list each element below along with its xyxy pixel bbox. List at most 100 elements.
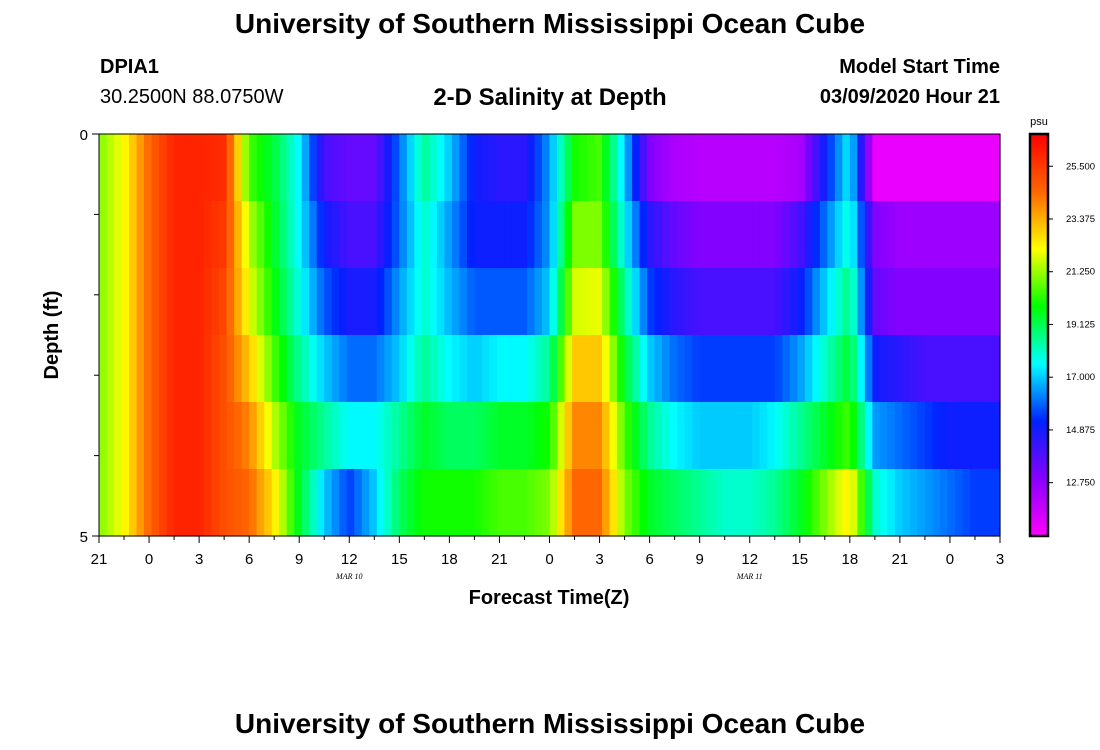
heatmap-cell [767,402,776,470]
heatmap-cell [549,134,558,202]
heatmap-cell [466,402,476,470]
heatmap-cell [211,201,220,269]
heatmap-cell [654,268,663,336]
heatmap-cell [579,134,588,202]
heatmap-cell [519,335,528,403]
heatmap-cell [894,469,903,537]
heatmap-cell [204,469,213,537]
heatmap-cell [369,335,378,403]
heatmap-cell [444,268,453,336]
heatmap-cell [624,268,633,336]
heatmap-cell [459,134,468,202]
heatmap-cell [226,402,235,470]
heatmap-cell [744,402,753,470]
heatmap-cell [992,469,1001,537]
heatmap-cell [294,268,303,336]
heatmap-cell [189,469,198,537]
heatmap-cell [234,268,243,336]
heatmap-cell [316,201,325,269]
heatmap-cell [129,469,138,537]
heatmap-cell [939,402,949,470]
heatmap-cell [369,402,378,470]
heatmap-cell [181,201,190,269]
heatmap-cell [714,469,723,537]
heatmap-cell [969,134,979,202]
heatmap-cell [241,201,250,269]
heatmap-cell [842,268,851,336]
heatmap-cell [181,134,190,202]
heatmap-cell [196,134,205,202]
heatmap-cell [481,469,491,537]
colorbar-bar [1028,132,1050,538]
heatmap-cell [309,268,318,336]
heatmap-cell [797,402,806,470]
heatmap-cell [812,134,821,202]
heatmap-cell [729,402,738,470]
heatmap-cell [669,201,678,269]
heatmap-cell [459,402,468,470]
heatmap-cell [399,134,408,202]
heatmap-cell [827,134,836,202]
heatmap-cell [414,201,423,269]
heatmap-cell [917,335,926,403]
heatmap-cell [662,201,671,269]
heatmap-cell [947,134,956,202]
heatmap-cell [534,402,543,470]
heatmap-cell [954,134,964,202]
heatmap-cell [729,268,738,336]
heatmap-cell [354,201,363,269]
heatmap-cell [887,402,896,470]
heatmap-cell [121,201,130,269]
heatmap-cell [151,335,160,403]
heatmap-cell [662,268,671,336]
heatmap-cell [759,201,768,269]
heatmap-cell [594,201,603,269]
y-axis: 05 [80,127,99,546]
x-tick-label: 3 [996,551,1004,568]
heatmap-cell [684,268,693,336]
heatmap-cell [677,268,686,336]
heatmap-cell [977,335,986,403]
heatmap-cell [339,268,348,336]
heatmap-cell [339,469,348,537]
heatmap-cell [692,402,701,470]
heatmap-cell [159,469,168,537]
heatmap-cell [264,469,273,537]
heatmap-cell [617,402,626,470]
heatmap-cell [264,134,273,202]
heatmap-cell [872,335,881,403]
heatmap-cell [459,201,468,269]
heatmap-cell [722,469,731,537]
heatmap-cell [662,335,671,403]
heatmap-cell [752,268,761,336]
heatmap-cell [391,268,400,336]
heatmap-cell [451,134,460,202]
heatmap-cell [677,201,686,269]
heatmap-cell [511,469,521,537]
y-tick-label: 0 [80,127,88,144]
heatmap-cell [264,402,273,470]
heatmap-cell [857,268,866,336]
x-tick-label: 0 [946,551,954,568]
heatmap-cell [294,335,303,403]
heatmap-cell [406,402,415,470]
heatmap-cell [474,201,483,269]
heatmap-cell [151,134,160,202]
heatmap-cell [271,402,280,470]
x-tick-label: 15 [391,551,408,568]
heatmap-cell [406,268,415,336]
heatmap-cell [474,402,483,470]
heatmap-cell [534,201,543,269]
heatmap-cell [872,201,881,269]
heatmap-cell [211,469,220,537]
heatmap-cell [256,268,265,336]
heatmap-cell [99,134,108,202]
heatmap-cell [714,134,723,202]
heatmap-cell [939,335,949,403]
x-tick-label: 21 [91,551,108,568]
heatmap-cell [174,402,183,470]
heatmap-cell [857,134,866,202]
heatmap-cell [624,469,633,537]
heatmap-cell [414,402,423,470]
heatmap-cell [737,201,746,269]
